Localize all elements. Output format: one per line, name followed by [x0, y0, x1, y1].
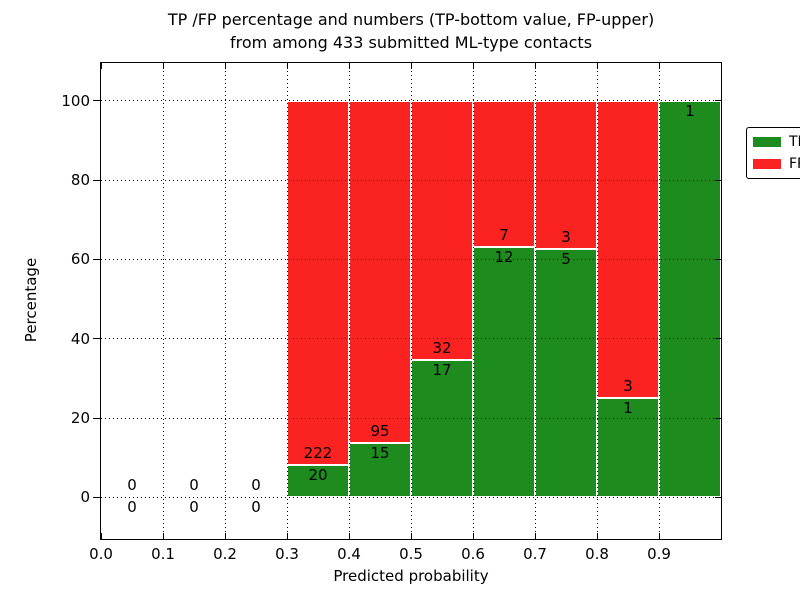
fp-count-label: 0 — [127, 476, 137, 495]
fp-bar-segment — [287, 100, 349, 465]
fp-bar-segment — [473, 100, 535, 247]
tp-count-label: 1 — [623, 399, 633, 418]
fp-count-label: 3 — [561, 228, 571, 247]
x-axis-tick-top — [100, 63, 102, 69]
fp-legend-swatch — [753, 159, 781, 169]
fp-bar-segment — [535, 100, 597, 250]
tp-legend-swatch — [753, 137, 781, 147]
tp-count-label: 1 — [685, 101, 695, 120]
tp-count-label: 12 — [494, 247, 514, 266]
legend-item-tp: TP — [753, 135, 800, 149]
x-tick-label: 0.7 — [523, 545, 547, 563]
tp-bar-segment — [535, 249, 597, 498]
tp-count-label: 17 — [432, 360, 452, 379]
x-tick-label: 0.2 — [213, 545, 237, 563]
y-tick-label: 80 — [70, 171, 90, 190]
fp-count-label: 3 — [623, 377, 633, 396]
chart-title: TP /FP percentage and numbers (TP-bottom… — [168, 8, 654, 54]
x-axis-label: Predicted probability — [333, 567, 489, 585]
y-axis-tick — [93, 258, 100, 260]
x-tick-label: 0.5 — [399, 545, 423, 563]
chart-title-line2: from among 433 submitted ML-type contact… — [229, 33, 593, 53]
fp-count-label: 7 — [499, 225, 509, 244]
y-axis-tick — [93, 417, 100, 419]
y-axis-tick — [93, 338, 100, 340]
y-axis-tick — [93, 100, 100, 102]
x-tick-label: 0.4 — [337, 545, 361, 563]
legend: TP FP — [746, 127, 800, 179]
tp-count-label: 20 — [308, 465, 328, 484]
x-tick-label: 0.0 — [89, 545, 113, 563]
tp-count-label: 0 — [251, 498, 261, 517]
y-tick-label: 20 — [70, 409, 90, 428]
x-tick-label: 0.8 — [585, 545, 609, 563]
fp-count-label: 0 — [189, 476, 199, 495]
tp-count-label: 0 — [127, 498, 137, 517]
tp-bar-segment — [349, 443, 411, 498]
plot-area: 0 0 0 0 0 0 222 20 95 15 32 17 7 12 3 5 3 1 1 TP FP — [93, 62, 800, 540]
y-axis-tick — [93, 496, 100, 498]
tp-bar-segment — [411, 359, 473, 498]
fp-bar-segment — [411, 100, 473, 360]
chart-title-line1: TP /FP percentage and numbers (TP-bottom… — [167, 10, 655, 29]
tp-bar-segment — [659, 100, 721, 498]
fp-count-label: 222 — [303, 443, 333, 462]
fp-count-label: 0 — [251, 476, 261, 495]
x-tick-label: 0.1 — [151, 545, 175, 563]
fp-bar-segment — [597, 100, 659, 399]
tp-count-label: 5 — [561, 250, 571, 269]
x-axis-tick — [100, 533, 102, 539]
tp-count-label: 15 — [370, 444, 390, 463]
fp-count-label: 32 — [432, 338, 452, 357]
y-tick-label: 40 — [70, 329, 90, 348]
y-tick-label: 100 — [61, 91, 90, 110]
fp-count-label: 95 — [370, 422, 390, 441]
x-tick-label: 0.6 — [461, 545, 485, 563]
fp-legend-label: FP — [789, 156, 800, 172]
tp-count-label: 0 — [189, 498, 199, 517]
legend-item-fp: FP — [753, 157, 800, 171]
tp-bar-segment — [473, 246, 535, 498]
bars-layer — [101, 63, 721, 539]
y-tick-label: 0 — [80, 488, 90, 507]
tp-bar-segment — [287, 464, 349, 498]
y-tick-label: 60 — [70, 250, 90, 269]
bar-labels-layer: 0 0 0 0 0 0 222 20 95 15 32 17 7 12 3 5 3 1 1 — [101, 63, 721, 539]
x-tick-label: 0.3 — [275, 545, 299, 563]
y-axis-tick — [93, 179, 100, 181]
x-tick-label: 0.9 — [647, 545, 671, 563]
tp-legend-label: TP — [789, 134, 800, 150]
